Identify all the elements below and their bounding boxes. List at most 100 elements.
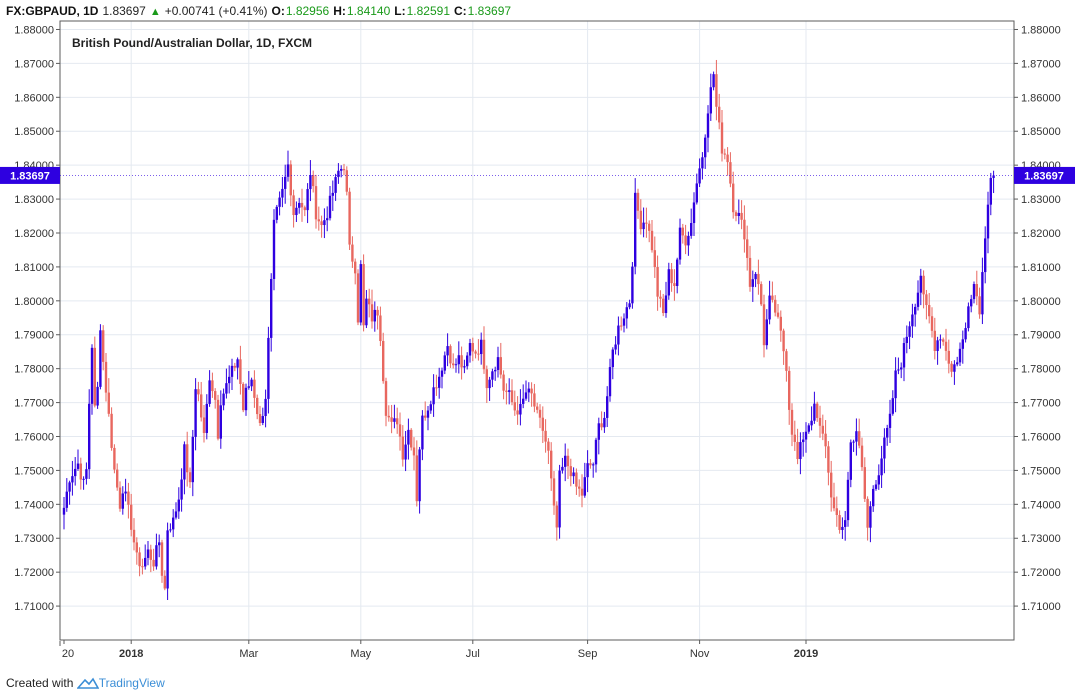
candle-down[interactable] [788,370,791,410]
candle-down[interactable] [720,122,724,154]
candle-up[interactable] [622,318,626,326]
tradingview-brand[interactable]: TradingView [98,676,165,690]
candle-up[interactable] [844,520,847,527]
candle-down[interactable] [928,305,931,317]
candle-down[interactable] [482,339,486,370]
candle-up[interactable] [628,303,631,308]
candle-up[interactable] [897,369,900,371]
candle-down[interactable] [816,403,819,418]
candle-down[interactable] [356,273,360,323]
candle-down[interactable] [734,212,738,216]
candle-down[interactable] [821,425,824,434]
candle-down[interactable] [942,339,945,342]
candle-down[interactable] [743,219,746,240]
candle-down[interactable] [578,486,581,489]
candle-down[interactable] [620,325,623,327]
candle-down[interactable] [412,447,416,456]
candle-up[interactable] [68,482,71,492]
candle-down[interactable] [242,383,245,411]
candle-up[interactable] [443,355,446,371]
candle-up[interactable] [855,431,858,442]
candle-up[interactable] [695,183,698,203]
candle-up[interactable] [219,405,222,439]
candle-up[interactable] [71,476,74,483]
candle-down[interactable] [160,542,164,576]
candle-up[interactable] [466,355,469,367]
candle-down[interactable] [824,433,827,447]
candle-up[interactable] [228,376,231,384]
candle-up[interactable] [284,176,287,189]
candle-down[interactable] [838,515,841,530]
candle-up[interactable] [222,393,225,406]
candle-down[interactable] [774,299,777,313]
candle-down[interactable] [818,417,822,426]
candle-up[interactable] [326,218,329,221]
candle-down[interactable] [723,153,726,155]
candle-up[interactable] [496,357,500,370]
candle-down[interactable] [944,341,948,351]
candle-up[interactable] [603,417,606,428]
candle-up[interactable] [874,484,878,489]
candle-down[interactable] [415,455,418,502]
candle-up[interactable] [183,444,186,480]
candle-up[interactable] [180,479,183,500]
candle-down[interactable] [863,467,866,499]
candle-down[interactable] [368,298,371,305]
candle-down[interactable] [550,450,553,479]
candle-down[interactable] [116,469,119,488]
candle-up[interactable] [96,386,99,406]
candle-up[interactable] [880,458,883,476]
candle-down[interactable] [292,195,295,216]
candle-up[interactable] [191,436,194,483]
candle-down[interactable] [188,472,192,483]
candle-up[interactable] [250,379,253,387]
candle-down[interactable] [362,264,365,326]
candle-up[interactable] [205,403,208,433]
candle-up[interactable] [99,330,102,387]
candle-down[interactable] [746,239,749,258]
candle-down[interactable] [978,296,981,315]
candle-up[interactable] [519,403,522,415]
candle-up[interactable] [614,344,617,350]
candle-down[interactable] [718,106,721,123]
candle-up[interactable] [155,545,158,567]
candle-up[interactable] [309,175,312,190]
candle-up[interactable] [964,328,967,340]
candle-down[interactable] [653,250,656,268]
candle-up[interactable] [701,157,704,169]
candle-down[interactable] [530,388,533,394]
candle-down[interactable] [152,559,155,567]
candle-up[interactable] [561,466,564,471]
candle-down[interactable] [384,381,388,416]
candle-up[interactable] [295,207,298,216]
candle-up[interactable] [278,197,281,207]
candle-down[interactable] [102,330,105,362]
candle-up[interactable] [494,369,497,372]
candle-up[interactable] [480,339,483,355]
candle-up[interactable] [270,279,273,338]
candle-up[interactable] [846,479,850,521]
candle-down[interactable] [760,284,763,305]
candle-down[interactable] [771,295,774,300]
candle-down[interactable] [239,359,242,384]
candle-down[interactable] [505,390,508,392]
candle-down[interactable] [715,74,718,107]
candle-down[interactable] [659,296,662,299]
candle-up[interactable] [608,367,612,397]
candle-up[interactable] [936,340,939,351]
candle-up[interactable] [751,279,754,287]
candle-up[interactable] [849,442,852,480]
candle-up[interactable] [970,299,973,307]
candle-up[interactable] [634,192,637,267]
candle-up[interactable] [121,493,124,509]
candle-down[interactable] [502,374,505,391]
candle-up[interactable] [891,398,894,414]
candle-down[interactable] [390,417,393,422]
candle-down[interactable] [580,488,584,496]
candle-down[interactable] [410,429,413,448]
candle-up[interactable] [802,439,805,443]
candle-up[interactable] [869,506,872,528]
candle-up[interactable] [804,431,808,440]
candle-down[interactable] [662,298,665,314]
candle-up[interactable] [418,449,421,502]
